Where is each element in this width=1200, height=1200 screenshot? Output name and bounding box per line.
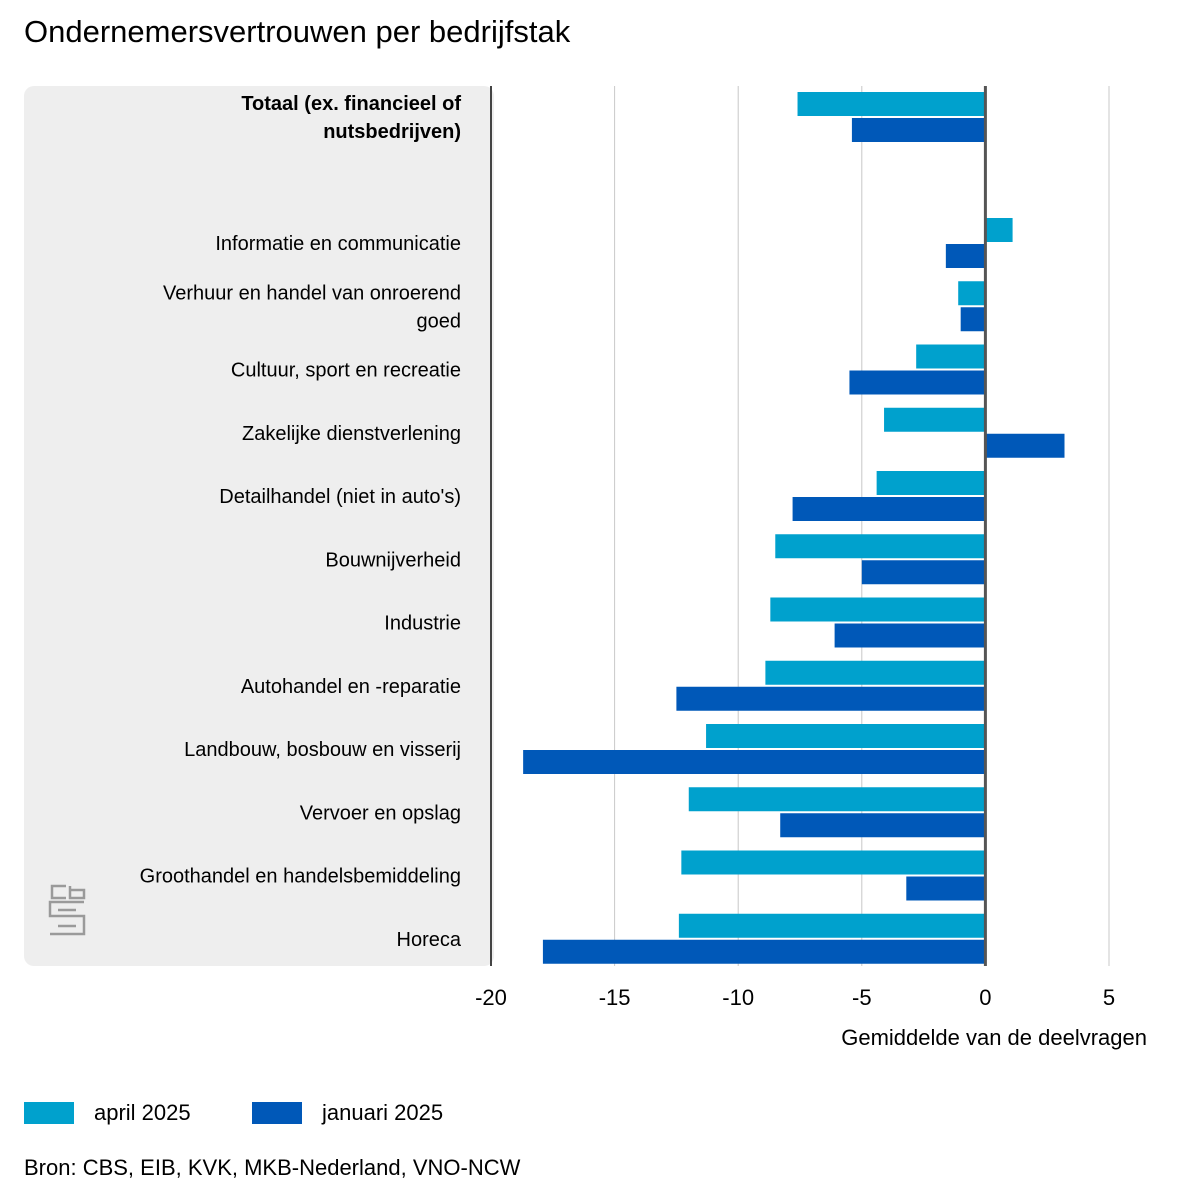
legend-swatch-januari bbox=[252, 1102, 302, 1124]
bar-april bbox=[797, 92, 986, 116]
legend-label-januari: januari 2025 bbox=[322, 1100, 444, 1125]
category-label: Totaal (ex. financieel of bbox=[241, 93, 461, 115]
bar-januari bbox=[861, 560, 986, 585]
bar-januari bbox=[906, 876, 986, 901]
x-axis-label: Gemiddelde van de deelvragen bbox=[841, 1025, 1147, 1050]
cbs-logo-icon bbox=[48, 884, 86, 936]
category-label: Groothandel en handelsbemiddeling bbox=[140, 866, 461, 888]
label-panel-background bbox=[24, 86, 494, 966]
bar-april bbox=[958, 281, 986, 306]
source-note: Bron: CBS, EIB, KVK, MKB-Nederland, VNO-… bbox=[24, 1155, 521, 1180]
category-label: Verhuur en handel van onroerend bbox=[163, 282, 461, 304]
x-tick-label: 0 bbox=[979, 985, 991, 1010]
legend-label-april: april 2025 bbox=[94, 1100, 191, 1125]
x-tick-label: -20 bbox=[475, 985, 507, 1010]
bar-april bbox=[706, 724, 986, 748]
bar-januari bbox=[834, 623, 986, 648]
x-tick-label: -10 bbox=[722, 985, 754, 1010]
bar-januari bbox=[780, 813, 986, 838]
category-label: goed bbox=[417, 310, 462, 332]
bar-januari bbox=[792, 497, 986, 521]
bar-januari bbox=[542, 939, 986, 964]
bar-april bbox=[775, 534, 986, 559]
category-label: Landbouw, bosbouw en visserij bbox=[184, 739, 461, 761]
bar-april bbox=[985, 218, 1013, 242]
bar-januari bbox=[985, 433, 1065, 458]
bar-april bbox=[681, 850, 986, 875]
legend-swatch-april bbox=[24, 1102, 74, 1124]
bars bbox=[523, 92, 1065, 964]
category-label: Autohandel en -reparatie bbox=[241, 676, 461, 698]
chart-title: Ondernemersvertrouwen per bedrijfstak bbox=[24, 14, 571, 49]
category-label: nutsbedrijven) bbox=[323, 121, 461, 143]
category-label: Vervoer en opslag bbox=[300, 802, 461, 824]
legend-item-januari: januari 2025 bbox=[252, 1100, 443, 1126]
category-label: Industrie bbox=[384, 613, 461, 635]
x-tick-labels: -20 -15 -10 -5 0 5 bbox=[475, 985, 1115, 1010]
bar-januari bbox=[676, 686, 986, 711]
bar-april bbox=[770, 597, 986, 622]
bar-januari bbox=[945, 244, 986, 268]
category-label: Informatie en communicatie bbox=[215, 233, 461, 255]
bar-januari bbox=[849, 370, 986, 395]
bar-chart: Totaal (ex. financieel of nutsbedrijven) I… bbox=[24, 86, 1147, 1050]
bar-april bbox=[876, 471, 986, 495]
bar-april bbox=[765, 660, 986, 685]
category-label: Horeca bbox=[397, 929, 462, 951]
legend-item-april: april 2025 bbox=[24, 1100, 191, 1126]
bar-januari bbox=[960, 307, 986, 332]
bar-april bbox=[884, 407, 986, 432]
bar-januari bbox=[523, 750, 986, 774]
x-tick-label: 5 bbox=[1103, 985, 1115, 1010]
category-labels: Totaal (ex. financieel of nutsbedrijven) I… bbox=[140, 93, 462, 951]
x-tick-label: -5 bbox=[852, 985, 872, 1010]
category-label: Bouwnijverheid bbox=[325, 549, 461, 571]
bar-april bbox=[916, 344, 986, 369]
bar-januari bbox=[851, 118, 986, 142]
category-label: Zakelijke dienstverlening bbox=[242, 423, 461, 445]
category-label: Cultuur, sport en recreatie bbox=[231, 360, 461, 382]
x-tick-label: -15 bbox=[599, 985, 631, 1010]
bar-april bbox=[688, 787, 986, 812]
category-label: Detailhandel (niet in auto's) bbox=[219, 486, 461, 508]
bar-april bbox=[678, 913, 986, 938]
